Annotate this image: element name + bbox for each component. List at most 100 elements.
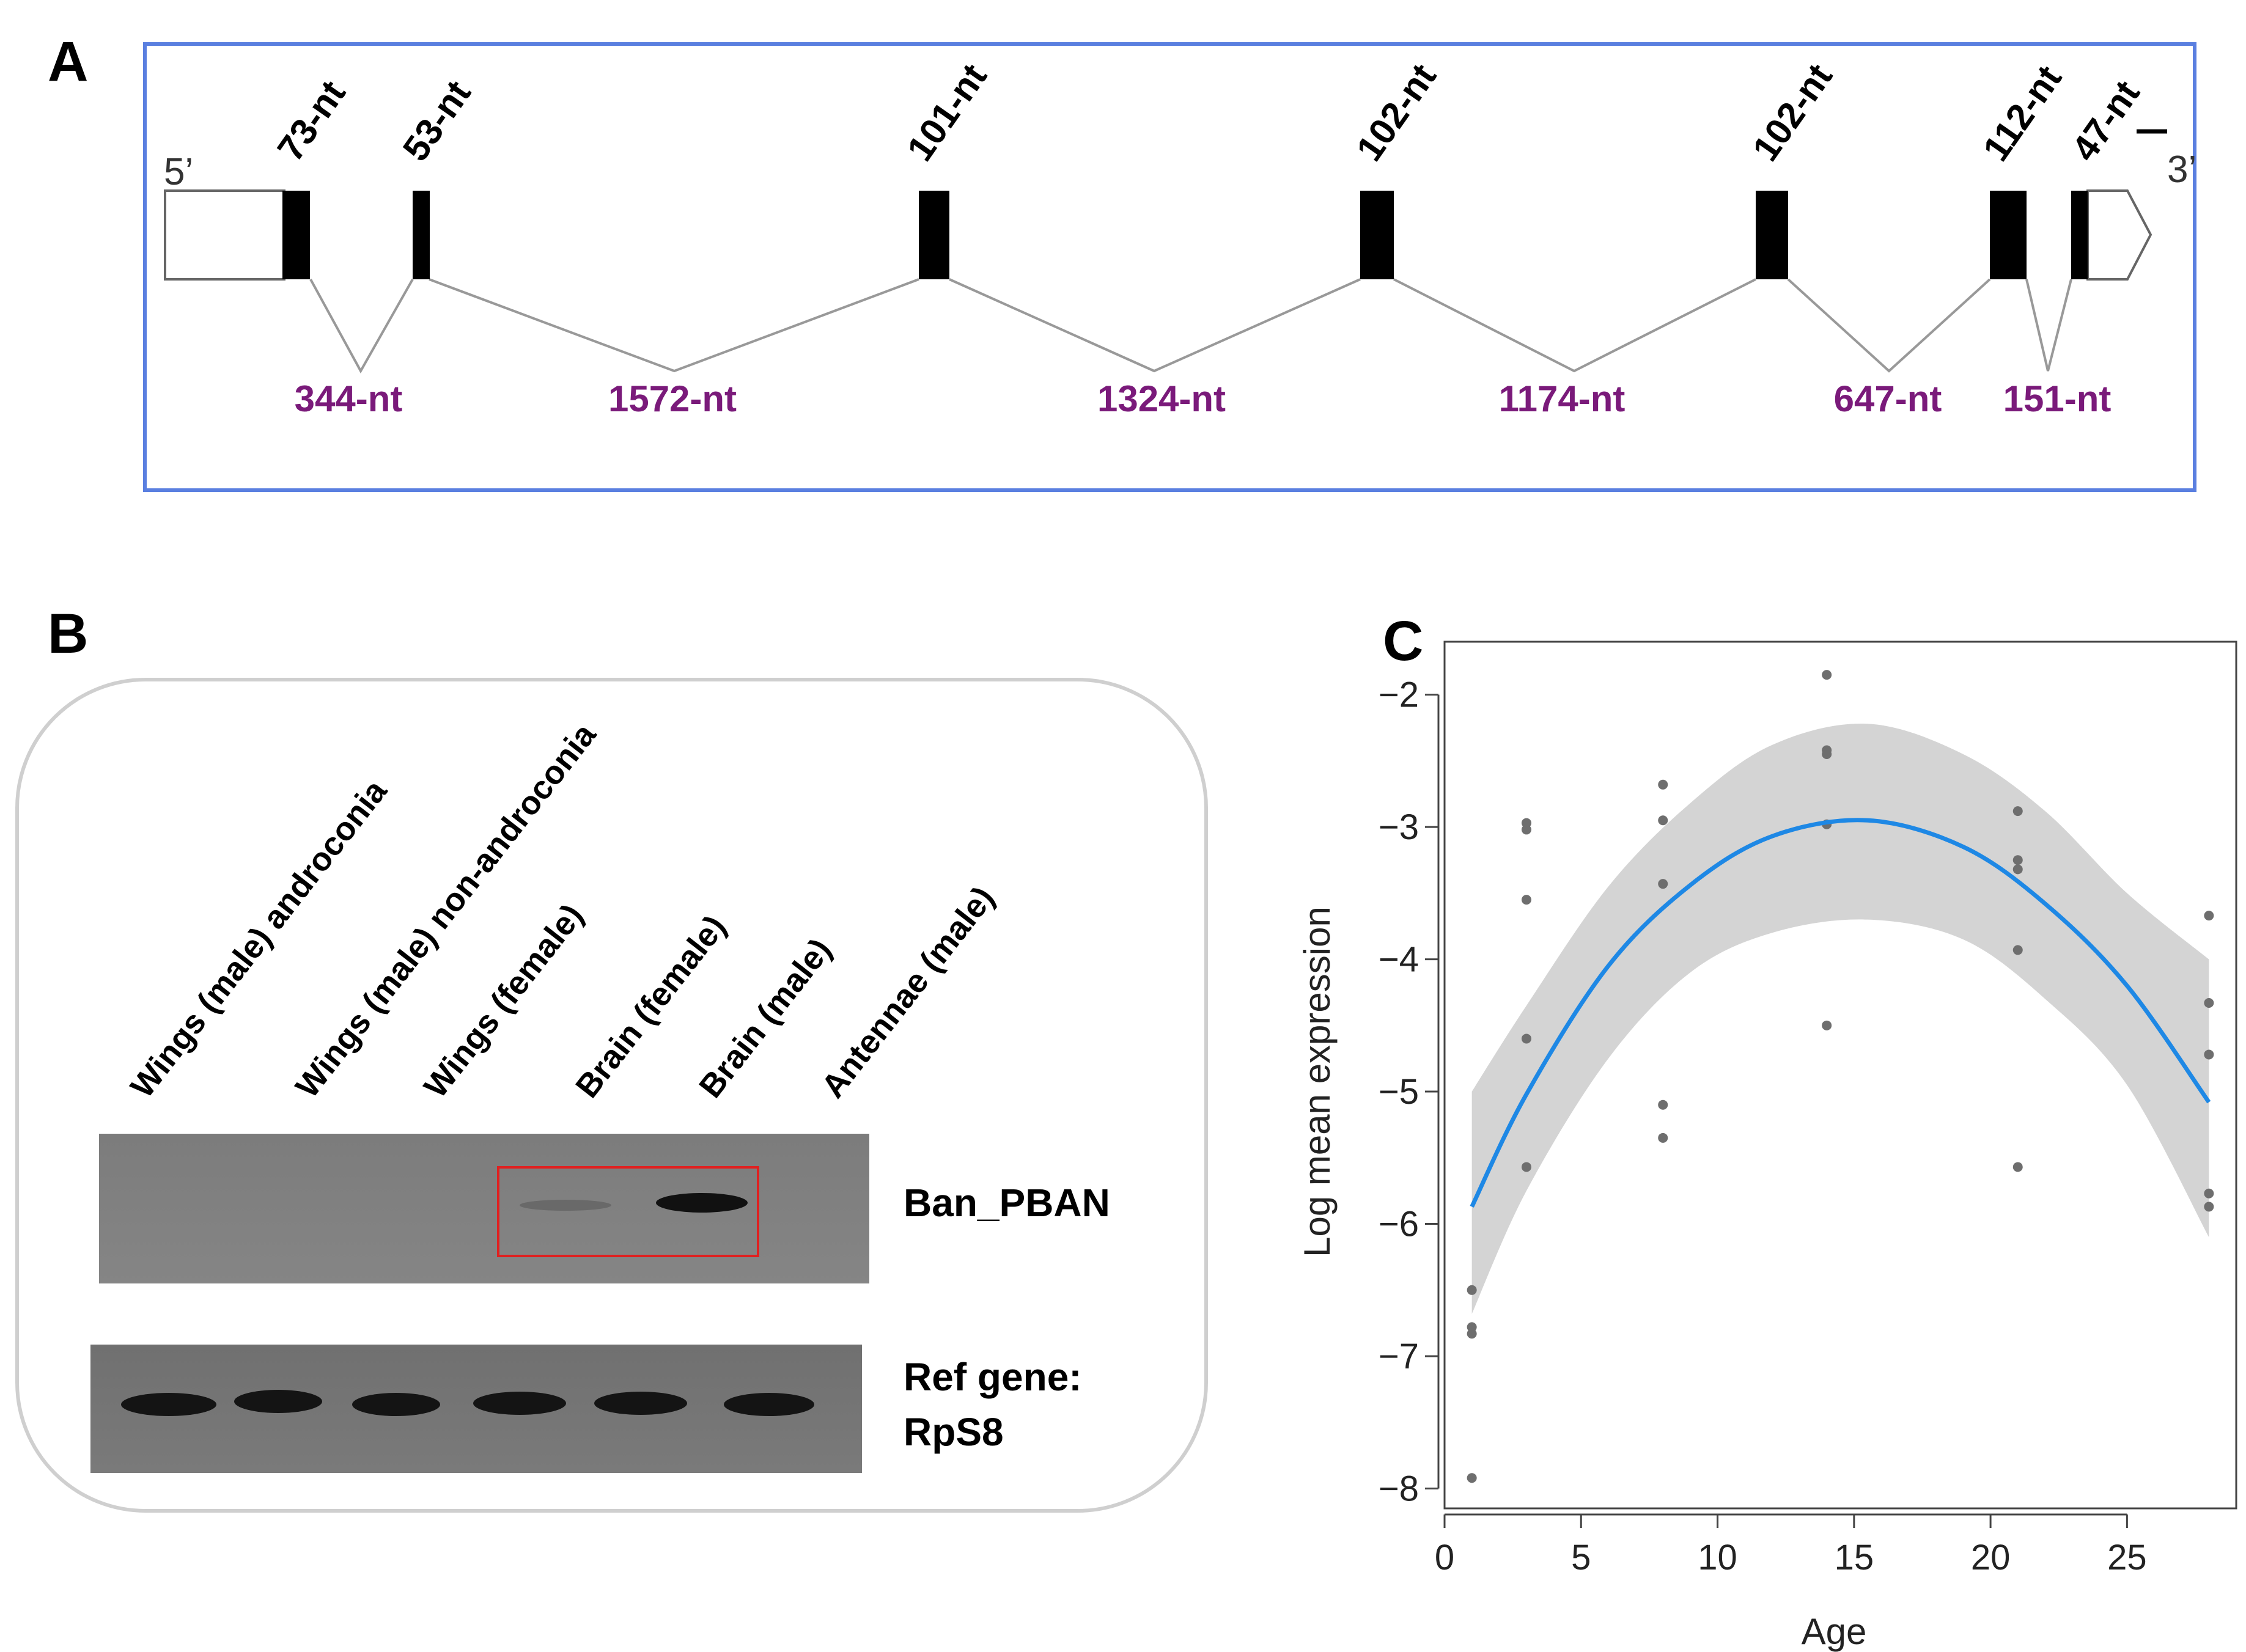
intron-lines [309,278,2072,374]
ref-band-5 [594,1392,687,1415]
ref-band-4 [473,1392,566,1415]
data-point [2204,911,2214,921]
intron-label-6: 151-nt [2003,378,2112,419]
data-point [1822,670,1832,680]
intron-label-1: 344-nt [295,378,403,419]
data-point [1521,895,1531,905]
data-point [2204,1188,2214,1199]
ref-bands [121,1390,814,1416]
data-point [1822,1020,1832,1030]
three-prime-label: 3’ [2167,149,2196,191]
exon-6 [1990,191,2027,279]
x-tick-label: 10 [1698,1538,1737,1577]
exon-label-6: 112-nt [1975,58,2069,168]
gel-bottom-label-line2: RpS8 [904,1410,1004,1454]
intron-line-2 [429,278,919,373]
exon-label-5: 102-nt [1745,56,1840,168]
confidence-band-layer [1471,723,2209,1314]
plot-area [1443,641,2237,1510]
intron-line-4 [1393,278,1756,373]
data-point [2204,1202,2214,1212]
data-point [1658,879,1668,889]
data-point [2012,864,2023,875]
panel-a-letter: A [48,31,88,93]
exon-label-7: 47-nt [2064,73,2148,169]
data-point [1467,1329,1477,1339]
y-tick-label: −5 [1379,1072,1419,1112]
exon-label-1: 73-nt [270,73,353,169]
three-prime-utr [2086,189,2152,281]
data-point [1658,815,1668,826]
five-prime-label: 5’ [164,151,193,193]
exon-label-2: 53-nt [395,73,479,169]
exon-label-4: 102-nt [1349,56,1444,168]
x-tick-label: 0 [1435,1538,1454,1577]
gel-top-label: Ban_PBAN [904,1181,1110,1225]
exon-2 [413,191,430,279]
data-point [1658,1133,1668,1143]
panel-a: A 5’ 3’ 73-nt [48,31,2196,492]
data-point [2204,1049,2214,1060]
data-point [1467,1285,1477,1295]
data-point [2012,855,2023,865]
exon-label-3: 101-nt [899,56,995,168]
data-point [2012,945,2023,955]
exon-3 [919,191,949,279]
data-point [1521,824,1531,835]
panel-c-letter: C [1383,610,1423,672]
data-point [1658,779,1668,790]
gel-panel-frame [15,678,1208,1513]
gene-structure-frame [143,42,2196,492]
ref-band-1 [121,1393,216,1416]
exon-1 [282,191,310,279]
intron-label-4: 1174-nt [1499,378,1626,419]
five-prime-utr [164,189,285,281]
fit-line-layer [1470,818,2211,1208]
fit-line [1470,818,2211,1208]
gel-top [99,1134,869,1283]
confidence-band [1471,723,2209,1314]
data-point [2012,1162,2023,1172]
y-tick-label: −4 [1379,940,1419,980]
x-tick-label: 25 [2107,1538,2147,1577]
y-tick-label: −8 [1379,1469,1419,1509]
data-point [1658,1099,1668,1110]
panel-c: C 0 5 10 15 20 25 −2 −3 −4 −5 −6 −7 −8 Age Log mean … [1297,610,2237,1652]
data-point [2204,998,2214,1008]
ref-band-6 [724,1393,814,1416]
y-tick-label: −7 [1379,1337,1419,1376]
data-points-layer [1467,670,2214,1483]
data-point [1822,749,1832,760]
y-axis-label: Log mean expression [1297,906,1338,1257]
axes-layer: 0 5 10 15 20 25 −2 −3 −4 −5 −6 −7 −8 [1379,675,2147,1577]
exons [282,191,2088,279]
intron-line-1 [309,279,414,374]
panel-b-letter: B [48,603,88,665]
band-brain-female [520,1200,611,1211]
ref-band-3 [352,1393,440,1416]
band-brain-male [656,1193,748,1213]
highlight-box [497,1166,759,1257]
y-tick-label: −3 [1379,807,1419,847]
y-tick-label: −6 [1379,1205,1419,1244]
x-tick-label: 5 [1571,1538,1591,1577]
data-point [1521,1033,1531,1044]
intron-label-5: 647-nt [1834,378,1942,419]
exon-4 [1360,191,1394,279]
intron-line-3 [949,278,1361,373]
data-point [2012,806,2023,817]
intron-line-6 [2025,279,2072,372]
intron-label-2: 1572-nt [608,378,737,419]
x-tick-label: 20 [1971,1538,2011,1577]
y-tick-label: −2 [1379,675,1419,715]
panel-b: B Wings (male) androconia Wings (male) n… [15,603,1208,1513]
exon-5 [1756,191,1788,279]
x-axis-label: Age [1802,1611,1867,1652]
data-point [1467,1473,1477,1483]
x-tick-label: 15 [1835,1538,1874,1577]
exon-7 [2071,191,2088,279]
data-point [1521,1162,1531,1172]
ref-band-2 [234,1390,322,1413]
intron-label-3: 1324-nt [1097,378,1226,419]
